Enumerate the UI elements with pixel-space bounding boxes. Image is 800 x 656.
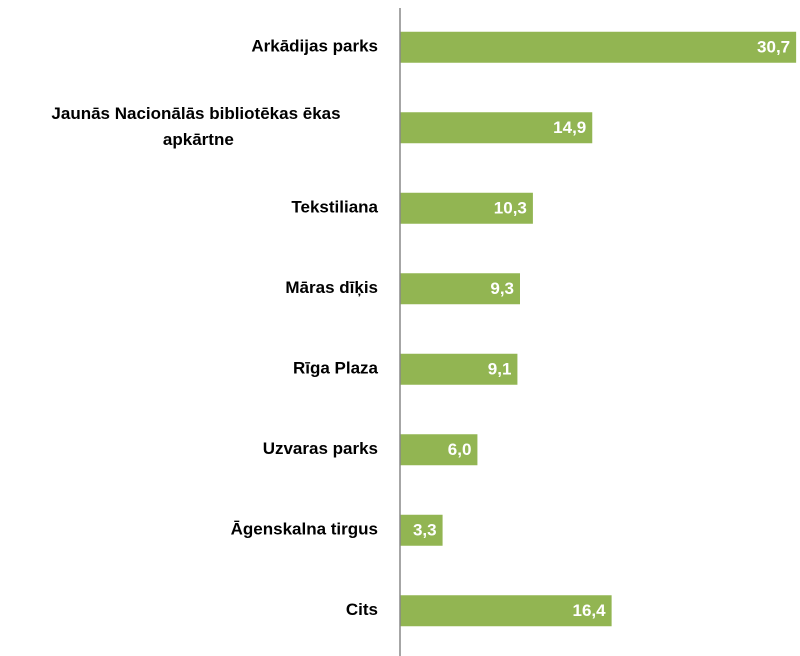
data-label: 6,0 bbox=[448, 440, 472, 459]
data-label: 9,1 bbox=[488, 360, 512, 379]
data-label: 16,4 bbox=[573, 601, 607, 620]
category-label-line: Jaunās Nacionālās bibliotēkas ēkas bbox=[51, 104, 340, 123]
category-label-line: apkārtne bbox=[158, 130, 234, 149]
category-label: Āgenskalna tirgus bbox=[231, 520, 378, 539]
category-label: Māras dīķis bbox=[285, 278, 378, 297]
bar bbox=[400, 192, 533, 224]
bar bbox=[400, 353, 518, 385]
bar bbox=[400, 595, 612, 627]
category-label: Uzvaras parks bbox=[263, 439, 378, 458]
data-label: 10,3 bbox=[494, 199, 527, 218]
bar bbox=[400, 273, 520, 305]
data-label: 3,3 bbox=[413, 521, 437, 540]
bar bbox=[400, 514, 443, 546]
bar bbox=[400, 434, 478, 466]
category-label: Jaunās Nacionālās bibliotēkas ēkas apkār… bbox=[51, 104, 340, 149]
category-label: Rīga Plaza bbox=[293, 359, 379, 378]
bar bbox=[400, 31, 797, 63]
bar bbox=[400, 112, 593, 144]
data-label: 14,9 bbox=[553, 118, 586, 137]
category-label: Cits bbox=[346, 600, 378, 619]
category-label: Arkādijas parks bbox=[251, 37, 378, 56]
data-label: 9,3 bbox=[490, 279, 514, 298]
category-label: Tekstiliana bbox=[291, 198, 378, 217]
data-label: 30,7 bbox=[757, 38, 790, 57]
